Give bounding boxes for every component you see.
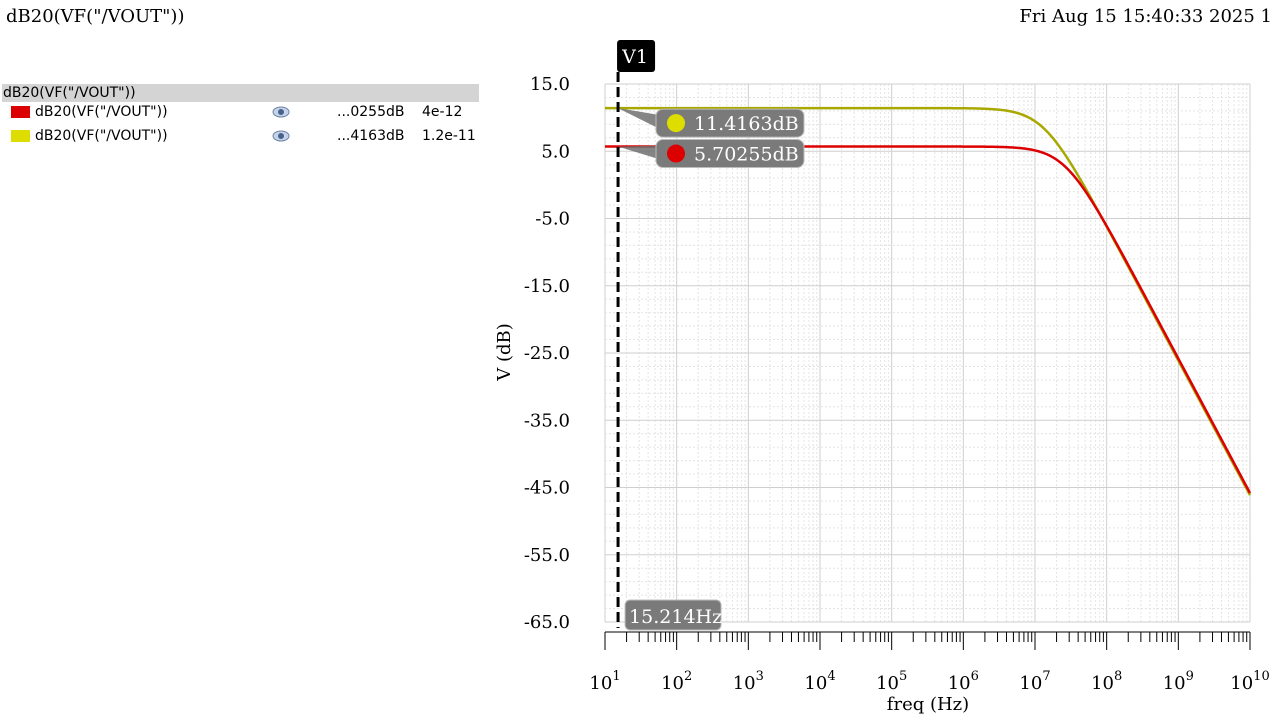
legend-item[interactable]: dB20(VF("/VOUT")) ...0255dB 4e-12	[10, 102, 480, 122]
plot-title: dB20(VF("/VOUT"))	[6, 6, 185, 27]
legend-group-label: dB20(VF("/VOUT"))	[3, 85, 136, 101]
y-tick-label: -25.0	[524, 343, 570, 364]
readout-label: 5.70255dB	[694, 144, 799, 166]
freq-readout-label: 15.214Hz	[629, 606, 722, 628]
y-tick-label: 5.0	[541, 141, 570, 162]
x-tick-label: 108	[1091, 669, 1122, 694]
readout-box	[655, 108, 805, 138]
readout-pointer	[618, 145, 660, 160]
y-axis-label: V (dB)	[494, 323, 515, 382]
legend-value: ...4163dB	[337, 128, 405, 144]
eye-icon[interactable]	[272, 106, 290, 118]
eye-icon[interactable]	[272, 130, 290, 142]
legend-trace-name: dB20(VF("/VOUT"))	[35, 104, 168, 120]
legend-x: 4e-12	[422, 104, 463, 120]
x-tick-label: 105	[876, 669, 907, 694]
marker-tag	[617, 40, 656, 72]
legend-x: 1.2e-11	[422, 128, 476, 144]
legend-swatch	[11, 130, 30, 142]
x-tick-label: 107	[1019, 669, 1050, 694]
legend-swatch	[11, 106, 30, 118]
marker-name: V1	[621, 46, 648, 68]
readout-label: 11.4163dB	[694, 113, 799, 135]
trace-line-2	[605, 145, 1252, 494]
x-tick-label: 101	[589, 669, 620, 694]
page-number: 1	[1260, 6, 1272, 27]
x-tick-label: 102	[661, 669, 692, 694]
marker-v1[interactable]: V1 11.4163dB 5.70255dB 15.214Hz	[616, 40, 805, 631]
x-tick-label: 109	[1163, 669, 1194, 694]
x-tick-label: 104	[804, 669, 835, 694]
readout-dot	[667, 114, 685, 133]
x-tick-label: 1010	[1230, 669, 1269, 694]
y-axis: 15.0 5.0 -5.0 -15.0 -25.0 -35.0 -45.0 -55.0 -65.…	[524, 74, 570, 633]
y-tick-label: -5.0	[535, 209, 570, 230]
freq-readout-box	[624, 599, 722, 631]
readout-pointer	[618, 108, 660, 130]
y-tick-label: -35.0	[524, 410, 570, 431]
x-axis: 101 102 103 104 105 106 107 108 109 1010	[589, 631, 1270, 694]
legend-trace-name: dB20(VF("/VOUT"))	[35, 128, 168, 144]
legend-value: ...0255dB	[337, 104, 405, 120]
datetime-text: Fri Aug 15 15:40:33 2025	[1019, 6, 1255, 27]
y-tick-label: 15.0	[530, 74, 570, 95]
y-tick-label: -45.0	[524, 478, 570, 499]
readout-dot	[667, 144, 685, 163]
legend-group-header[interactable]: dB20(VF("/VOUT"))	[2, 84, 479, 102]
timestamp: Fri Aug 15 15:40:33 2025 1	[1019, 6, 1272, 27]
x-tick-label: 106	[948, 669, 979, 694]
legend-item[interactable]: dB20(VF("/VOUT")) ...4163dB 1.2e-11	[10, 126, 480, 146]
y-tick-label: -15.0	[524, 276, 570, 297]
y-tick-label: -65.0	[524, 612, 570, 633]
x-axis-label: freq (Hz)	[887, 694, 969, 715]
x-tick-label: 103	[733, 669, 764, 694]
readout-box	[655, 139, 805, 169]
y-tick-label: -55.0	[524, 545, 570, 566]
grid	[604, 83, 1251, 623]
